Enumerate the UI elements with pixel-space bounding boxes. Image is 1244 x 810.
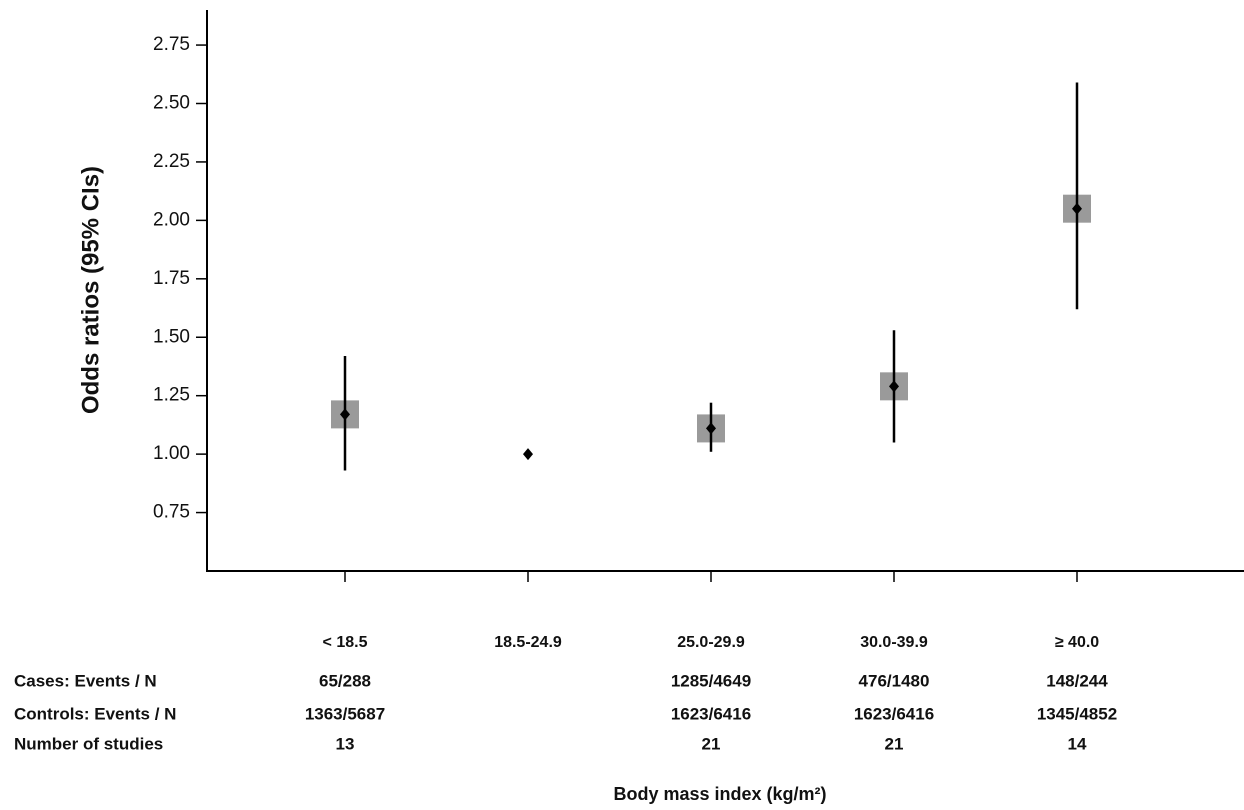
y-tick-label: 0.75 <box>153 502 190 523</box>
y-tick-label: 1.25 <box>153 385 190 406</box>
table-cell: 1623/6416 <box>854 704 934 723</box>
table-cell: 65/288 <box>319 671 371 690</box>
y-tick-label: 2.00 <box>153 209 190 230</box>
y-tick-label: 2.50 <box>153 93 190 114</box>
table-cell: 1363/5687 <box>305 704 385 723</box>
y-tick-label: 1.50 <box>153 326 190 347</box>
row-label: Cases: Events / N <box>14 671 157 690</box>
table-cell: 476/1480 <box>859 671 930 690</box>
y-tick-label: 2.25 <box>153 151 190 172</box>
point <box>340 408 350 421</box>
x-tick-label: 25.0-29.9 <box>677 634 745 651</box>
table-cell: 148/244 <box>1046 671 1108 690</box>
table-cell: 1623/6416 <box>671 704 751 723</box>
y-tick-label: 1.00 <box>153 443 190 464</box>
table-cell: 1345/4852 <box>1037 704 1117 723</box>
point <box>706 422 716 435</box>
table-cell: 21 <box>885 734 904 753</box>
table-cell: 21 <box>702 734 721 753</box>
row-label: Number of studies <box>14 734 163 753</box>
x-tick-label: < 18.5 <box>323 634 368 651</box>
point <box>889 380 899 393</box>
y-tick-label: 1.75 <box>153 268 190 289</box>
x-tick-label: 30.0-39.9 <box>860 634 928 651</box>
table-cell: 14 <box>1068 734 1087 753</box>
x-axis-title: Body mass index (kg/m²) <box>613 784 826 804</box>
y-axis-title: Odds ratios (95% CIs) <box>77 166 104 414</box>
x-tick-label: 18.5-24.9 <box>494 634 562 651</box>
table-cell: 13 <box>336 734 355 753</box>
x-tick-label: ≥ 40.0 <box>1055 634 1099 651</box>
row-label: Controls: Events / N <box>14 704 176 723</box>
point <box>1072 202 1082 215</box>
table-cell: 1285/4649 <box>671 671 751 690</box>
y-tick-label: 2.75 <box>153 34 190 55</box>
point <box>523 448 533 461</box>
